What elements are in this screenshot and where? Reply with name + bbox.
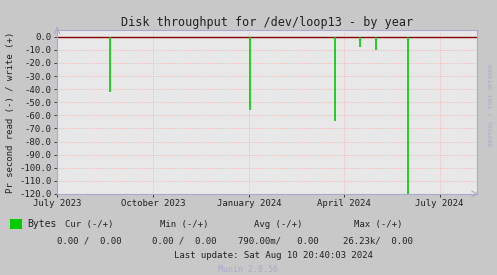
Text: Last update: Sat Aug 10 20:40:03 2024: Last update: Sat Aug 10 20:40:03 2024 <box>174 251 373 260</box>
Text: 790.00m/   0.00: 790.00m/ 0.00 <box>238 236 319 245</box>
Text: Munin 2.0.56: Munin 2.0.56 <box>219 265 278 274</box>
Y-axis label: Pr second read (-) / write (+): Pr second read (-) / write (+) <box>6 31 15 193</box>
Title: Disk throughput for /dev/loop13 - by year: Disk throughput for /dev/loop13 - by yea… <box>121 16 413 29</box>
Text: 26.23k/  0.00: 26.23k/ 0.00 <box>343 236 413 245</box>
Text: 0.00 /  0.00: 0.00 / 0.00 <box>152 236 216 245</box>
Text: Cur (-/+): Cur (-/+) <box>65 220 114 229</box>
Text: Avg (-/+): Avg (-/+) <box>254 220 303 229</box>
Text: Min (-/+): Min (-/+) <box>160 220 208 229</box>
Text: 0.00 /  0.00: 0.00 / 0.00 <box>57 236 122 245</box>
Text: Bytes: Bytes <box>27 219 57 229</box>
Text: RRDTOOL / TOBI OETIKER: RRDTOOL / TOBI OETIKER <box>489 63 494 146</box>
Text: Max (-/+): Max (-/+) <box>353 220 402 229</box>
